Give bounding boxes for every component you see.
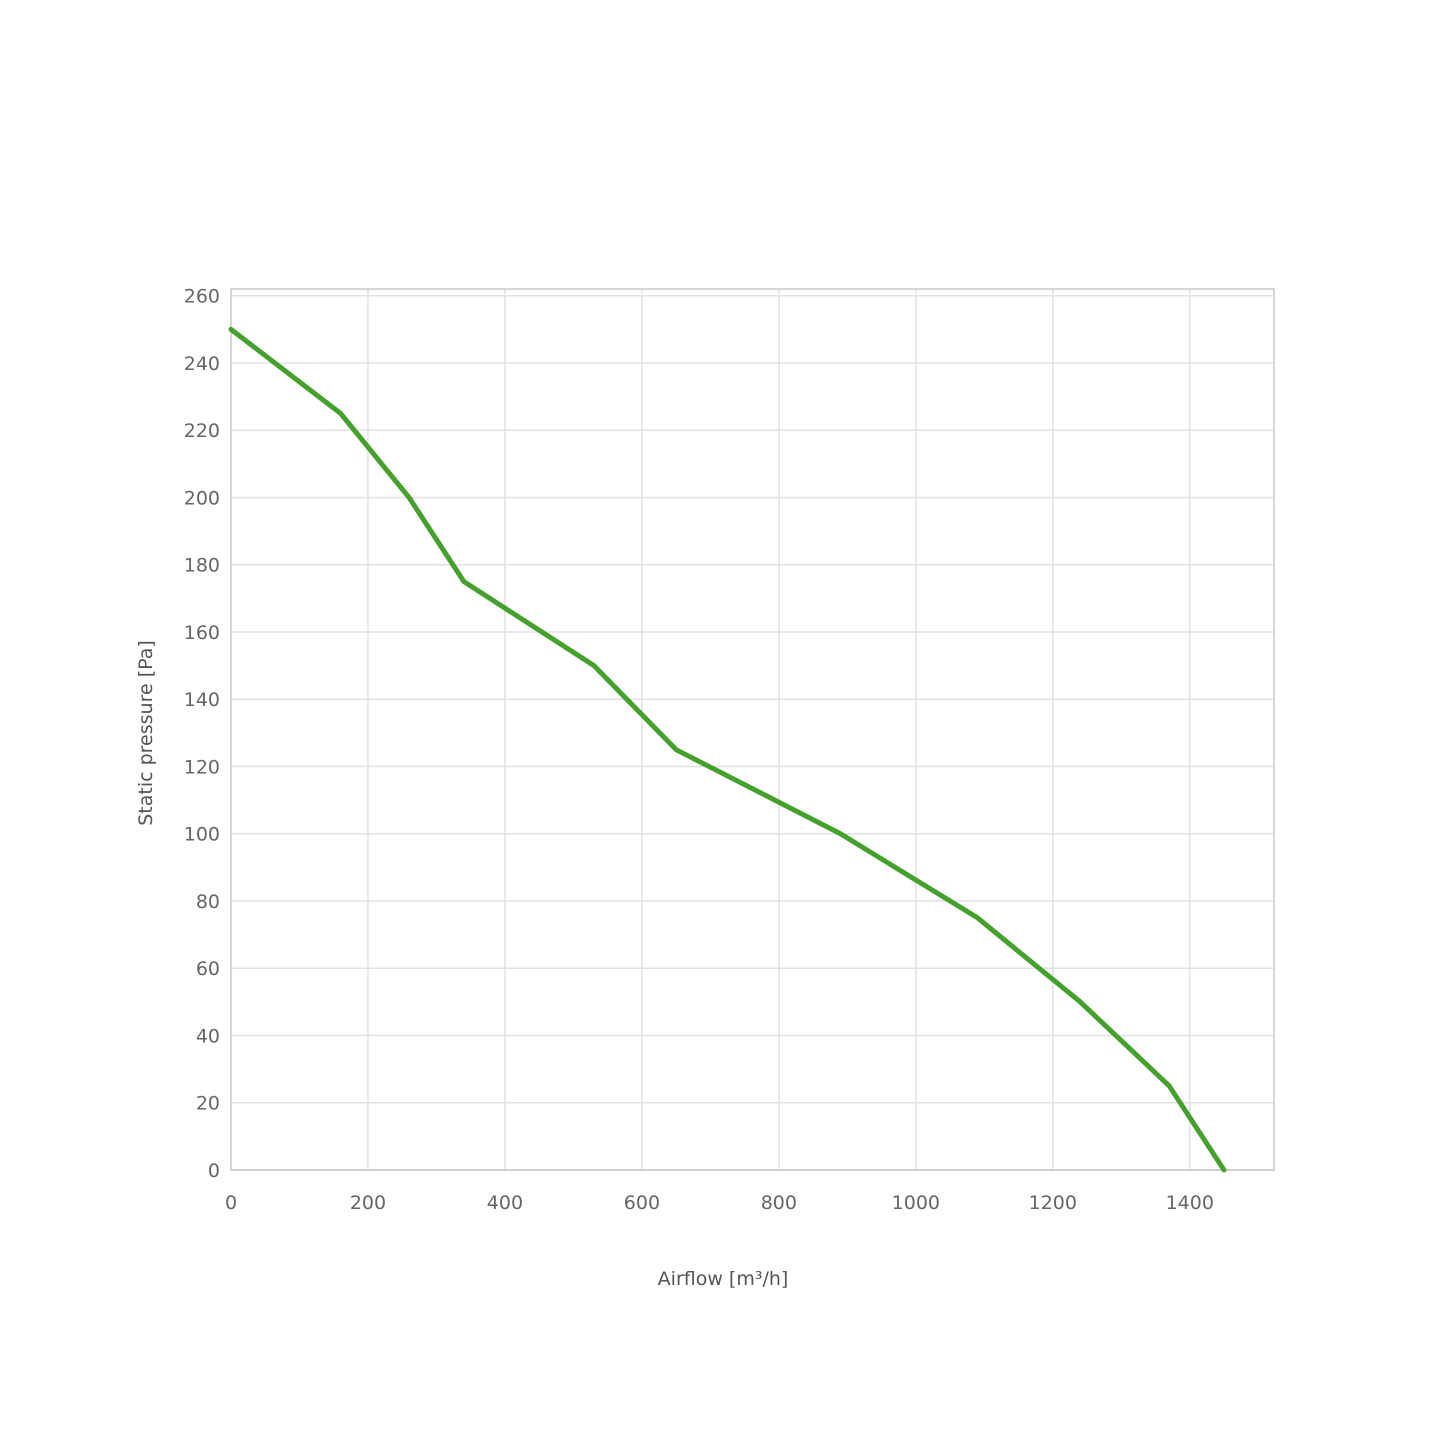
- y-tick-label: 20: [196, 1093, 220, 1115]
- x-tick-label: 1000: [892, 1192, 940, 1214]
- x-tick-label: 800: [761, 1192, 797, 1214]
- x-tick-label: 600: [624, 1192, 660, 1214]
- y-tick-label: 200: [184, 487, 220, 509]
- x-tick-label: 1200: [1029, 1192, 1077, 1214]
- series-lines: [228, 326, 1227, 1173]
- y-tick-label: 160: [184, 622, 220, 644]
- x-tick-label: 0: [225, 1192, 237, 1214]
- y-tick-label: 260: [184, 286, 220, 308]
- grid: [231, 289, 1274, 1171]
- x-tick-label: 200: [350, 1192, 386, 1214]
- y-tick-label: 100: [184, 824, 220, 846]
- plot-frame: [230, 288, 1275, 1171]
- x-tick-label: 400: [487, 1192, 523, 1214]
- series-line: [228, 326, 1227, 1173]
- y-tick-label: 140: [184, 689, 220, 711]
- y-tick-label: 40: [196, 1025, 220, 1047]
- x-tick-label: 1400: [1166, 1192, 1214, 1214]
- y-tick-label: 60: [196, 958, 220, 980]
- x-axis-ticks: 0 200 400 600 800 1000 1200 1400: [225, 1192, 1214, 1214]
- y-tick-label: 0: [208, 1160, 220, 1182]
- y-tick-label: 240: [184, 353, 220, 375]
- y-tick-label: 180: [184, 555, 220, 577]
- y-tick-label: 220: [184, 420, 220, 442]
- x-axis-label: Airflow [m³/h]: [658, 1268, 789, 1290]
- y-tick-label: 80: [196, 891, 220, 913]
- y-axis-ticks: 0 20 40 60 80 100 120 140 160 180 200 220 240 260: [184, 286, 220, 1182]
- y-axis-label: Static pressure [Pa]: [135, 640, 157, 826]
- y-tick-label: 120: [184, 756, 220, 778]
